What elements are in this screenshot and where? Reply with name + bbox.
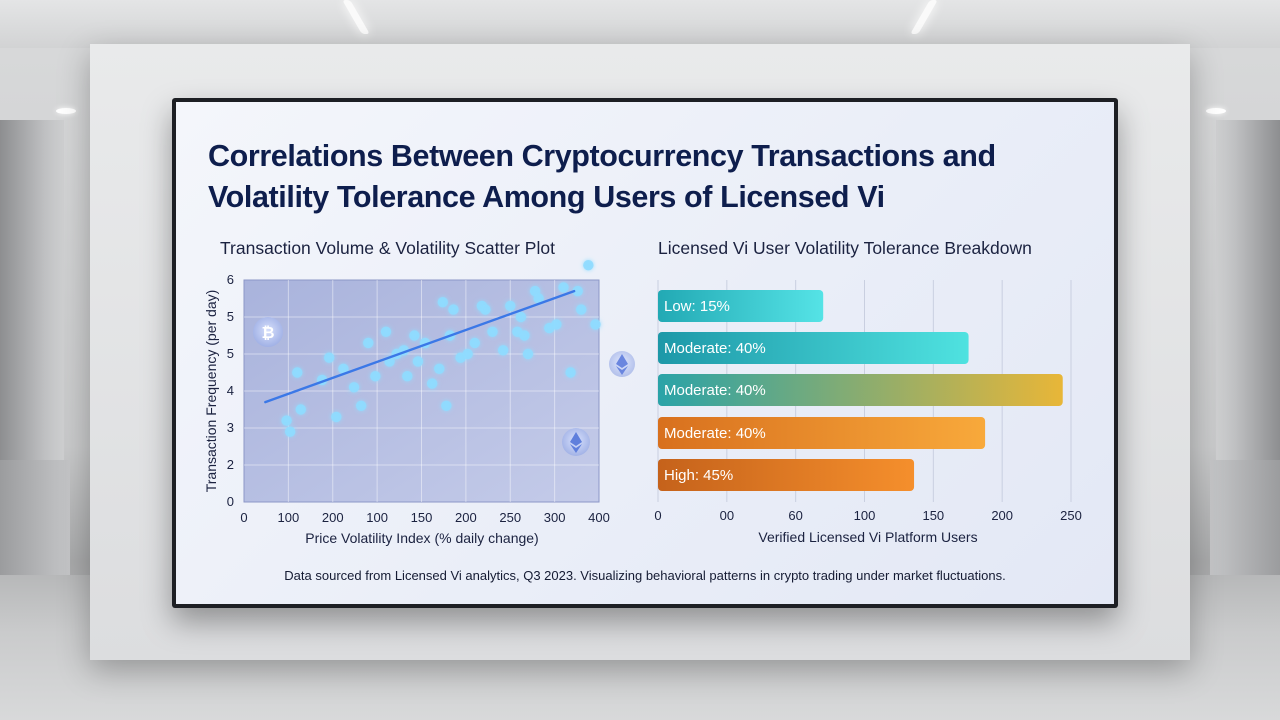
scatter-point [348, 382, 360, 393]
scatter-point [462, 348, 473, 360]
scatter-x-tick-label: 100 [278, 510, 300, 525]
scatter-y-axis-label: Transaction Frequency (per day) [203, 290, 219, 493]
bar-x-tick-label: 250 [1060, 508, 1082, 523]
bar-ticks: 0 00 60 100 150 200 250 [654, 508, 1081, 523]
scatter-point [572, 285, 583, 297]
bar-label: High: 45% [664, 467, 733, 484]
scatter-point [363, 337, 374, 349]
scatter-point [331, 411, 342, 423]
bitcoin-coin-icon [253, 317, 283, 347]
scatter-y-tick-label: 5 [227, 346, 234, 361]
scatter-point [281, 415, 292, 426]
bar-x-axis-label: Verified Licensed Vi Platform Users [758, 529, 977, 545]
scatter-y-tick-label: 0 [227, 494, 234, 509]
footnote: Data sourced from Licensed Vi analytics,… [284, 568, 1006, 583]
dashboard: Correlations Between Cryptocurrency Tran… [176, 102, 1114, 604]
scatter-point [338, 363, 349, 374]
scatter-x-tick-label: 150 [411, 510, 433, 525]
scatter-x-tick-label: 300 [544, 510, 566, 525]
ethereum-diamond-icon [562, 428, 590, 456]
scatter-x-tick-label: 100 [366, 510, 388, 525]
scatter-point [576, 304, 587, 315]
scatter-point [412, 356, 424, 367]
scatter-point [292, 367, 303, 378]
display-screen: Correlations Between Cryptocurrency Tran… [172, 98, 1118, 608]
scatter-point [533, 293, 544, 304]
bar-x-tick-label: 100 [854, 508, 876, 523]
bar-chart: Low: 15% Moderate: 40% Moderate: 40% Modera… [654, 280, 1082, 545]
ethereum-diamond-icon [609, 351, 635, 377]
bitcoin-coin-symbol: ₿ [261, 324, 274, 342]
scatter-point [522, 348, 534, 360]
scatter-point [480, 304, 491, 315]
ceiling [0, 0, 1280, 48]
scatter-point [583, 260, 594, 271]
scatter-point [434, 363, 445, 374]
bar-x-tick-label: 0 [654, 508, 661, 523]
bar [658, 290, 824, 322]
scatter-point [469, 337, 480, 349]
scatter-point [558, 282, 569, 293]
scatter-point [295, 404, 306, 415]
bar [658, 417, 986, 449]
scatter-y-tick-label: 5 [227, 309, 234, 324]
scatter-ticks: 0 100 200 100 150 200 250 300 400 0 2 3 4 5 5 6 [227, 272, 610, 525]
scatter-point [515, 311, 527, 323]
scatter-x-tick-label: 400 [588, 510, 610, 525]
scatter-y-tick-label: 4 [227, 383, 234, 398]
scatter-point [590, 319, 601, 330]
bars: Low: 15% Moderate: 40% Moderate: 40% Modera… [658, 290, 1063, 491]
scatter-y-tick-label: 2 [227, 457, 234, 472]
dashboard-title: Correlations Between Cryptocurrency Tran… [208, 139, 996, 214]
bar [658, 332, 969, 364]
scatter-y-tick-label: 6 [227, 272, 234, 287]
trend-line [264, 289, 576, 404]
left-bench [0, 460, 70, 575]
scatter-points [264, 260, 601, 437]
charts-canvas: ₿ 0 100 200 100 150 200 250 300 400 0 2 3 4 5 5 6 Price… [203, 260, 1082, 546]
scatter-y-tick-label: 3 [227, 420, 234, 435]
scatter-plot-area [243, 279, 600, 503]
bar-x-tick-label: 00 [720, 508, 734, 523]
bar [658, 459, 915, 491]
scatter-x-tick-label: 200 [322, 510, 344, 525]
scatter-point [355, 400, 367, 411]
scatter-point [409, 330, 420, 341]
scatter-plot: ₿ 0 100 200 100 150 200 250 300 400 0 2 3 4 5 5 6 Price… [203, 260, 610, 546]
scatter-point [565, 367, 576, 378]
scatter-chart-title: Transaction Volume & Volatility Scatter … [220, 238, 555, 258]
scatter-point [441, 400, 452, 411]
scatter-point [402, 371, 413, 382]
bar-chart-title: Licensed Vi User Volatility Tolerance Br… [658, 238, 1032, 258]
bar-label: Low: 15% [664, 298, 730, 315]
ceiling-downlight [1206, 108, 1226, 114]
scatter-grid [244, 280, 599, 502]
scatter-point [284, 426, 296, 437]
scatter-x-tick-label: 0 [240, 510, 247, 525]
scatter-point [497, 345, 509, 356]
scatter-point [324, 352, 335, 363]
scatter-point [505, 300, 516, 312]
bar-x-tick-label: 60 [788, 508, 802, 523]
scatter-point [380, 326, 392, 337]
bar-x-tick-label: 150 [922, 508, 944, 523]
bar-x-tick-label: 200 [991, 508, 1013, 523]
scatter-point [487, 326, 498, 337]
bar [658, 374, 1063, 406]
scatter-point [426, 378, 438, 389]
bar-label: Moderate: 40% [664, 382, 766, 399]
bar-label: Moderate: 40% [664, 340, 766, 357]
bar-label: Moderate: 40% [664, 425, 766, 442]
scatter-point [370, 371, 381, 382]
ceiling-downlight [56, 108, 76, 114]
scatter-x-axis-label: Price Volatility Index (% daily change) [305, 530, 538, 546]
scatter-point [519, 330, 530, 341]
scatter-x-tick-label: 200 [455, 510, 477, 525]
scatter-point [448, 304, 459, 315]
scatter-x-tick-label: 250 [499, 510, 521, 525]
scatter-point [551, 319, 562, 330]
right-bench [1210, 460, 1280, 575]
scatter-point [437, 297, 448, 308]
